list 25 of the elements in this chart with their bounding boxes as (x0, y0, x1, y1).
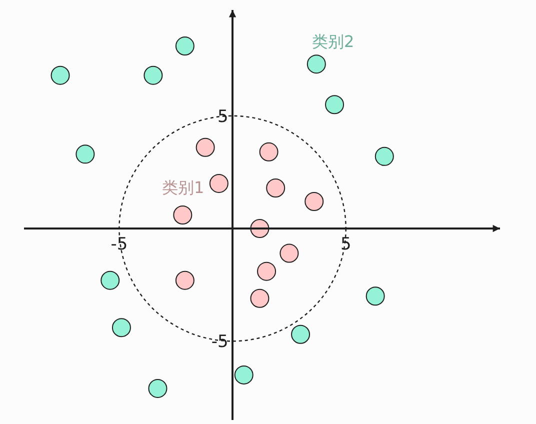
series-label: 类别1 (162, 178, 204, 197)
point (50, 66, 70, 85)
point (173, 206, 192, 224)
point (175, 36, 194, 56)
point (259, 142, 278, 162)
point (250, 288, 270, 308)
point (100, 270, 120, 290)
series-label: 类别2 (312, 32, 354, 51)
point (112, 318, 131, 338)
point (325, 95, 344, 114)
point (175, 270, 194, 290)
point (234, 365, 254, 384)
point (291, 324, 310, 344)
point (266, 178, 286, 198)
point (306, 54, 326, 74)
point (280, 244, 299, 263)
point (148, 378, 168, 398)
point (366, 286, 385, 306)
point (257, 262, 276, 281)
point (196, 138, 215, 157)
point (144, 66, 163, 85)
point (76, 144, 95, 164)
point (209, 174, 228, 193)
point (374, 146, 394, 166)
point (304, 192, 324, 211)
